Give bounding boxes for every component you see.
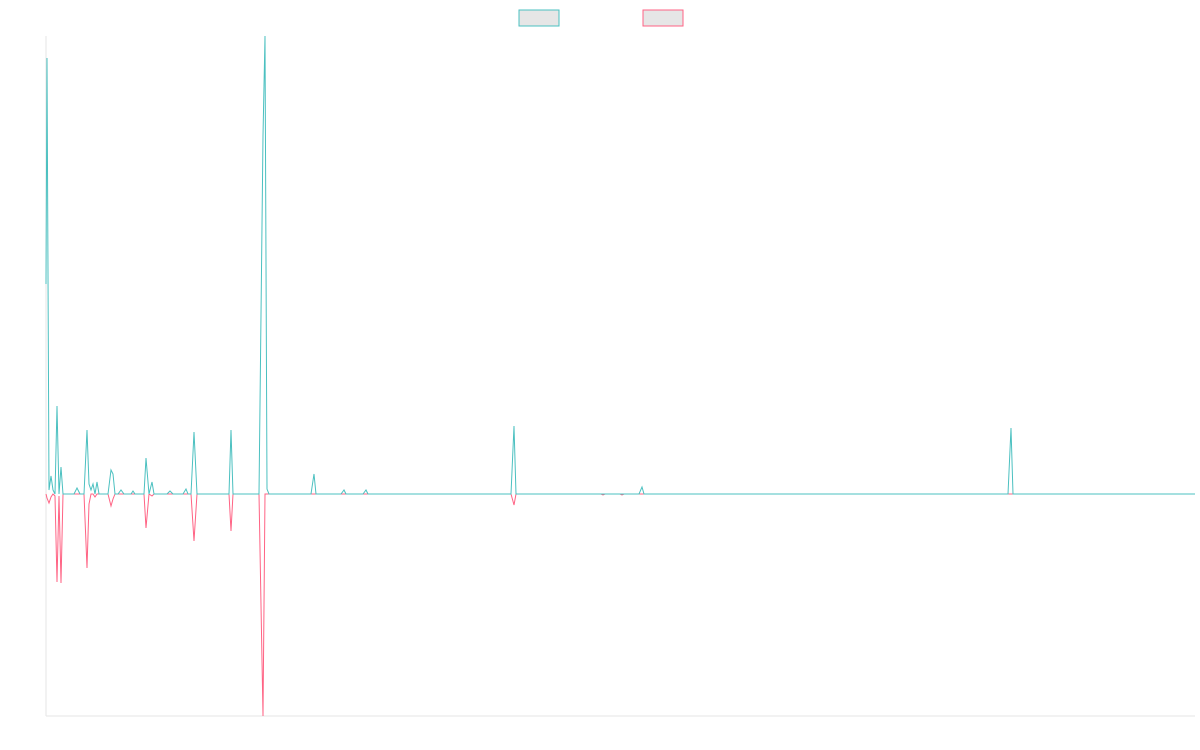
legend-swatch[interactable] (642, 9, 684, 27)
legend-swatch[interactable] (518, 9, 560, 27)
series-line (45, 35, 1195, 495)
series-line (45, 493, 1195, 717)
